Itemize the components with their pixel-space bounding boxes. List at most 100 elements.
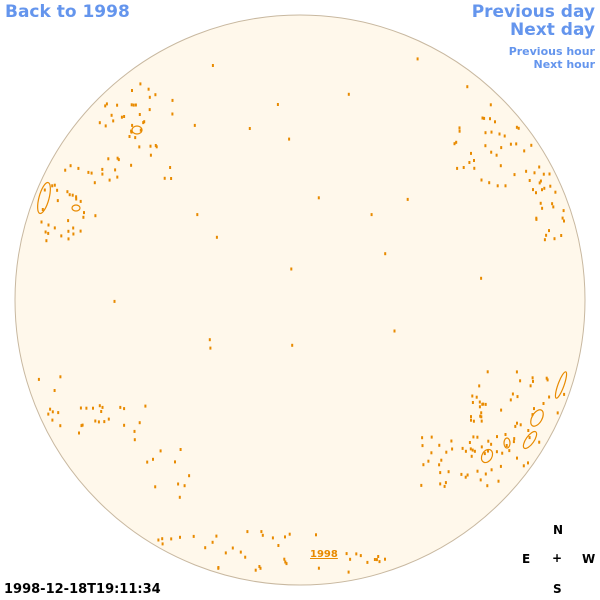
feature-dot xyxy=(472,419,475,423)
feature-dot xyxy=(51,410,54,414)
feature-dot xyxy=(231,546,234,550)
feature-dot xyxy=(138,113,141,116)
feature-dot xyxy=(475,395,478,399)
feature-dot xyxy=(171,98,174,102)
feature-dot xyxy=(464,475,467,479)
feature-dot xyxy=(130,103,133,107)
feature-dot xyxy=(110,113,113,117)
feature-dot xyxy=(131,89,133,92)
previous-day-link[interactable]: Previous day xyxy=(471,2,595,22)
feature-dot xyxy=(196,213,199,217)
feature-dot xyxy=(541,206,544,210)
feature-dot xyxy=(504,184,507,188)
feature-dot xyxy=(466,85,469,89)
feature-dot xyxy=(134,136,137,140)
feature-dot xyxy=(57,411,60,415)
feature-contour xyxy=(480,448,494,464)
feature-dot xyxy=(148,95,151,99)
feature-dot xyxy=(161,537,164,541)
feature-dot xyxy=(148,108,151,112)
feature-dot xyxy=(539,179,542,183)
feature-dot xyxy=(157,538,160,542)
feature-dot xyxy=(535,216,538,220)
observation-timestamp: 1998-12-18T19:11:34 xyxy=(4,582,161,597)
feature-dot xyxy=(471,448,474,452)
feature-dot xyxy=(422,463,425,467)
year-link[interactable]: 1998 xyxy=(310,549,338,560)
feature-dot xyxy=(528,436,531,440)
next-hour-link[interactable]: Next hour xyxy=(533,58,596,71)
feature-dot xyxy=(283,557,286,561)
feature-dot xyxy=(470,151,472,155)
feature-dot xyxy=(406,197,409,201)
next-day-link[interactable]: Next day xyxy=(510,20,595,40)
feature-dot xyxy=(501,451,504,455)
feature-dot xyxy=(509,398,512,402)
feature-dot xyxy=(560,234,563,237)
feature-dot xyxy=(66,190,69,194)
feature-dot xyxy=(67,219,70,223)
feature-dot xyxy=(393,329,396,333)
feature-dot xyxy=(548,395,551,399)
feature-dot xyxy=(113,299,116,303)
feature-dot xyxy=(519,423,522,427)
feature-dot xyxy=(528,179,531,182)
feature-dot xyxy=(470,418,472,422)
feature-dot xyxy=(248,127,251,130)
feature-dot xyxy=(462,166,465,169)
solar-disk xyxy=(14,14,586,586)
feature-dot xyxy=(370,213,373,217)
feature-dot xyxy=(496,435,498,439)
feature-dot xyxy=(144,404,147,408)
feature-dot xyxy=(548,172,551,176)
feature-dot xyxy=(505,444,508,447)
feature-dot xyxy=(147,87,150,91)
feature-dot xyxy=(503,134,506,138)
feature-dot xyxy=(68,193,71,197)
feature-dot xyxy=(515,142,518,146)
feature-contour xyxy=(503,437,511,449)
feature-dot xyxy=(481,116,484,120)
feature-dot xyxy=(349,557,352,561)
feature-dot xyxy=(458,126,461,130)
feature-dot xyxy=(438,443,441,447)
feature-dot xyxy=(100,410,103,413)
feature-dot xyxy=(471,394,474,398)
feature-dot xyxy=(154,485,157,489)
feature-dot xyxy=(455,140,458,144)
back-to-year-link[interactable]: Back to 1998 xyxy=(5,2,130,22)
feature-dot xyxy=(490,468,493,472)
feature-dot xyxy=(486,370,489,374)
compass-west: W xyxy=(582,552,596,566)
feature-dot xyxy=(444,481,447,485)
feature-dot xyxy=(170,177,173,180)
feature-dot xyxy=(123,407,126,411)
feature-dot xyxy=(149,144,152,148)
feature-dot xyxy=(193,123,196,127)
previous-hour-link[interactable]: Previous hour xyxy=(508,45,595,58)
feature-dot xyxy=(82,215,85,219)
feature-dot xyxy=(498,132,501,136)
feature-dot xyxy=(171,112,174,116)
feature-dot xyxy=(514,424,517,428)
feature-dot xyxy=(291,343,294,347)
feature-dot xyxy=(79,406,82,410)
feature-dot xyxy=(104,104,107,108)
feature-dot xyxy=(178,495,181,499)
feature-dot xyxy=(133,438,136,442)
feature-dot xyxy=(515,370,518,374)
feature-dot xyxy=(45,239,48,243)
feature-dot xyxy=(105,102,108,106)
feature-dot xyxy=(97,420,100,424)
feature-dot xyxy=(480,178,483,182)
feature-dot xyxy=(116,103,119,107)
feature-dot xyxy=(562,209,565,213)
feature-dot xyxy=(75,197,78,201)
feature-dot xyxy=(464,449,467,453)
feature-dot xyxy=(163,176,166,180)
feature-dot xyxy=(450,439,453,443)
feature-dot xyxy=(53,226,56,230)
feature-dot xyxy=(456,166,459,170)
feature-dot xyxy=(117,158,120,162)
feature-dot xyxy=(104,124,107,128)
